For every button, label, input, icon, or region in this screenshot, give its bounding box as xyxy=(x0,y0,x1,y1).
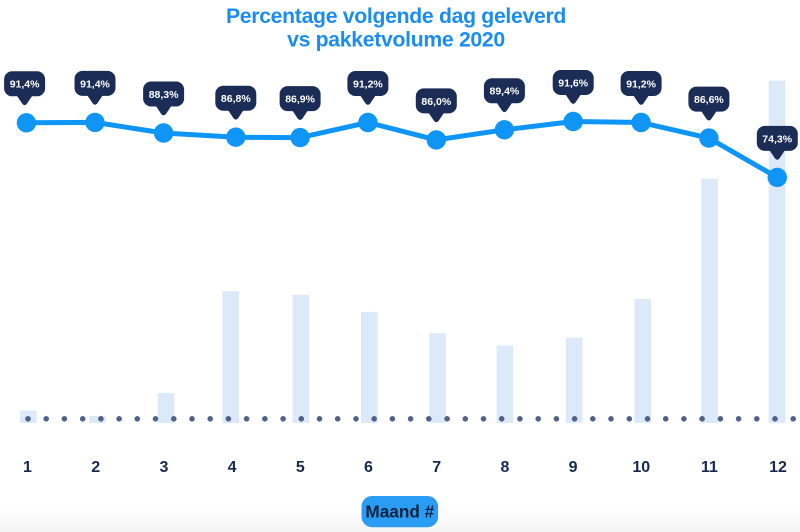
svg-text:9: 9 xyxy=(569,459,578,476)
svg-text:86,9%: 86,9% xyxy=(285,94,315,106)
svg-text:3: 3 xyxy=(159,459,168,476)
svg-text:10: 10 xyxy=(632,459,650,476)
svg-text:74,3%: 74,3% xyxy=(762,133,792,145)
svg-text:Percentage volgende dag geleve: Percentage volgende dag geleverd xyxy=(226,5,566,28)
svg-text:91,4%: 91,4% xyxy=(10,79,40,91)
svg-text:91,4%: 91,4% xyxy=(80,78,110,90)
svg-text:89,4%: 89,4% xyxy=(490,86,520,98)
svg-text:1: 1 xyxy=(23,459,32,476)
svg-text:91,6%: 91,6% xyxy=(558,77,588,89)
svg-text:vs pakketvolume 2020: vs pakketvolume 2020 xyxy=(287,28,505,51)
svg-text:4: 4 xyxy=(228,459,237,476)
svg-text:86,0%: 86,0% xyxy=(421,96,451,108)
svg-text:5: 5 xyxy=(296,459,305,476)
svg-text:88,3%: 88,3% xyxy=(149,89,179,101)
svg-text:91,2%: 91,2% xyxy=(626,78,656,90)
svg-text:2: 2 xyxy=(91,459,100,476)
svg-text:86,8%: 86,8% xyxy=(221,93,251,105)
svg-text:86,6%: 86,6% xyxy=(694,94,724,106)
svg-text:Maand #: Maand # xyxy=(365,502,434,522)
svg-text:7: 7 xyxy=(432,459,441,476)
svg-text:6: 6 xyxy=(364,459,373,476)
svg-text:91,2%: 91,2% xyxy=(353,78,383,90)
svg-text:8: 8 xyxy=(500,459,509,476)
svg-text:12: 12 xyxy=(769,459,787,476)
svg-text:11: 11 xyxy=(701,459,718,476)
